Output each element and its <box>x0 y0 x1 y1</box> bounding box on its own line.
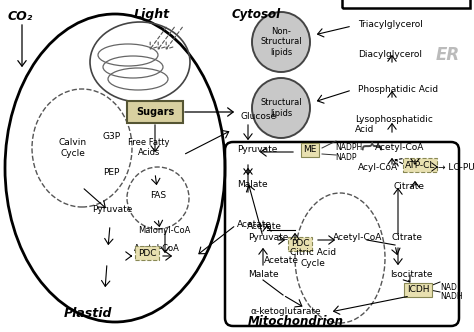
Text: Phosphatidic Acid: Phosphatidic Acid <box>358 85 438 94</box>
Text: ATP-CL: ATP-CL <box>405 160 435 170</box>
Text: Isocitrate: Isocitrate <box>390 270 432 279</box>
Text: Acyl-CoA: Acyl-CoA <box>358 162 398 172</box>
Text: Light: Light <box>134 8 170 21</box>
Text: NAD: NAD <box>440 283 457 292</box>
Text: Sugars: Sugars <box>136 107 174 117</box>
Text: Acetyl-CoA: Acetyl-CoA <box>134 244 180 253</box>
Text: PDC: PDC <box>138 248 156 258</box>
Text: ME: ME <box>303 145 317 154</box>
Text: Acetyl-CoA: Acetyl-CoA <box>333 233 383 242</box>
Text: Acetyl-CoA: Acetyl-CoA <box>375 143 424 152</box>
Text: Pyruvate: Pyruvate <box>237 145 277 154</box>
Text: ICDH: ICDH <box>407 286 429 294</box>
Text: FAS: FAS <box>150 191 166 200</box>
Text: Malate: Malate <box>248 270 279 279</box>
Text: Free Fatty
Acids: Free Fatty Acids <box>128 138 170 157</box>
Text: Pyruvate: Pyruvate <box>92 205 132 214</box>
Text: NADP: NADP <box>335 153 356 162</box>
Text: Cytosol: Cytosol <box>232 8 281 21</box>
Text: PEP: PEP <box>103 168 119 177</box>
Text: Triacylglycerol: Triacylglycerol <box>358 20 423 29</box>
Text: {: { <box>358 140 378 154</box>
Text: → LC-PUFA: → LC-PUFA <box>438 162 474 172</box>
Text: PDC: PDC <box>291 239 309 248</box>
Text: Structural
lipids: Structural lipids <box>260 98 302 118</box>
Text: Mitochondrion: Mitochondrion <box>248 315 344 328</box>
Text: Glucose: Glucose <box>241 112 277 121</box>
Text: CO₂: CO₂ <box>8 10 33 23</box>
Ellipse shape <box>252 78 310 138</box>
FancyBboxPatch shape <box>127 101 183 123</box>
Text: Acetate: Acetate <box>264 256 299 265</box>
Text: G3P: G3P <box>103 132 121 141</box>
Text: Plastid: Plastid <box>64 307 112 320</box>
Text: Calvin
Cycle: Calvin Cycle <box>59 138 87 158</box>
Ellipse shape <box>252 12 310 72</box>
Text: Malate: Malate <box>237 180 268 189</box>
Text: NADPH: NADPH <box>335 143 362 152</box>
Text: NADH: NADH <box>440 292 463 301</box>
Text: ER: ER <box>436 46 460 64</box>
Text: Non-
Structural
lipids: Non- Structural lipids <box>260 27 302 57</box>
Text: Citrate: Citrate <box>394 182 425 191</box>
Text: Malonyl-CoA: Malonyl-CoA <box>138 226 191 235</box>
Text: Acetate: Acetate <box>247 222 282 231</box>
Text: Citrate: Citrate <box>392 233 423 242</box>
Text: α-ketoglutarate: α-ketoglutarate <box>251 307 321 316</box>
Text: Diacylglycerol: Diacylglycerol <box>358 50 422 59</box>
Text: Pyruvate: Pyruvate <box>248 233 288 242</box>
Text: Lysophosphatidic
Acid: Lysophosphatidic Acid <box>355 115 433 134</box>
Text: Acetate: Acetate <box>237 220 272 229</box>
Text: Citric Acid
Cycle: Citric Acid Cycle <box>290 248 336 268</box>
